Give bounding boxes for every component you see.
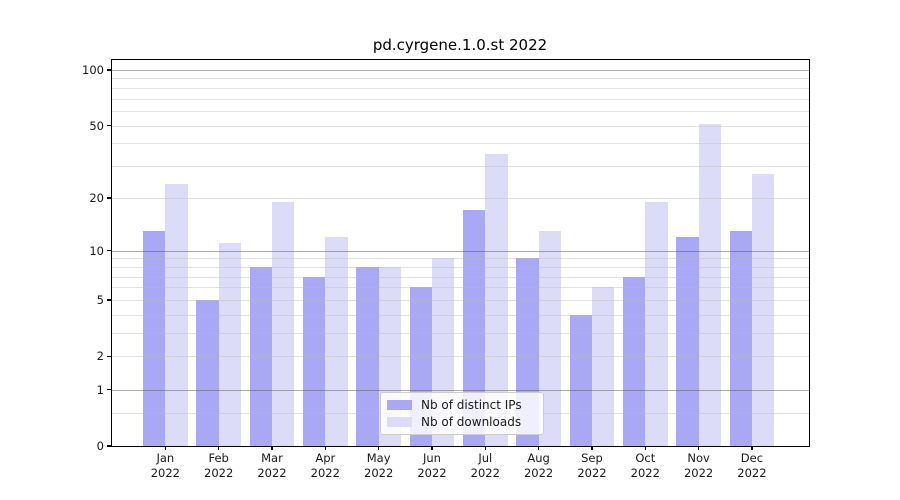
x-tick-label: Jul 2022 (470, 451, 500, 480)
plot-area (111, 59, 810, 447)
y-tick-mark (107, 299, 111, 301)
x-tick-mark (751, 446, 753, 450)
bar-ips-apr (302, 276, 326, 446)
y-tick-mark (107, 355, 111, 358)
minor-gridline (112, 258, 809, 260)
x-tick-mark (271, 446, 273, 450)
x-tick-mark (164, 446, 167, 450)
x-tick-label: Sep 2022 (577, 451, 607, 480)
legend-label: Nb of downloads (421, 415, 522, 429)
minor-gridline (112, 266, 809, 268)
bar-ips-nov (676, 236, 699, 446)
minor-gridline (112, 110, 809, 112)
minor-gridline (112, 314, 809, 316)
legend: Nb of distinct IPs Nb of downloads (380, 392, 544, 435)
x-tick-label: Nov 2022 (683, 451, 714, 480)
bar-downloads-dec (751, 174, 775, 446)
bar-downloads-jul (485, 153, 508, 446)
bar-ips-dec (729, 230, 752, 446)
x-tick-label: Mar 2022 (257, 451, 287, 480)
bar-downloads-aug (538, 230, 562, 446)
bar-downloads-mar (271, 201, 295, 446)
x-tick-mark (377, 446, 380, 450)
x-tick-mark (217, 446, 220, 450)
x-tick-label: Aug 2022 (523, 451, 554, 480)
minor-gridline (112, 287, 809, 289)
y-tick-mark (107, 445, 111, 447)
y-tick-label: 5 (96, 292, 104, 307)
x-tick-mark (431, 446, 433, 450)
bar-downloads-jan (165, 183, 188, 446)
chart-title: pd.cyrgene.1.0.st 2022 (372, 36, 548, 54)
bar-ips-jul (462, 210, 486, 446)
major-gridline (112, 69, 809, 71)
x-tick-mark (644, 446, 646, 450)
minor-gridline (112, 333, 809, 335)
x-tick-label: Dec 2022 (737, 451, 767, 480)
minor-gridline (112, 276, 809, 278)
x-tick-label: Oct 2022 (630, 451, 660, 480)
bar-downloads-apr (325, 236, 348, 446)
x-tick-mark (697, 446, 700, 450)
y-tick-label: 2 (96, 349, 104, 364)
minor-gridline (112, 78, 809, 80)
x-tick-label: May 2022 (364, 451, 394, 480)
bar-ips-may (356, 266, 379, 446)
legend-swatch-downloads (387, 417, 412, 427)
bar-downloads-nov (698, 123, 721, 446)
y-tick-label: 1 (96, 382, 104, 397)
y-tick-mark (107, 124, 111, 127)
x-tick-label: Apr 2022 (310, 451, 340, 480)
minor-gridline (112, 299, 809, 301)
minor-gridline (112, 166, 809, 168)
minor-gridline (112, 143, 809, 145)
legend-row: Nb of downloads (387, 414, 537, 430)
y-tick-mark (107, 197, 111, 199)
legend-label: Nb of distinct IPs (421, 398, 522, 412)
bar-ips-mar (249, 266, 272, 446)
legend-row: Nb of distinct IPs (387, 397, 537, 413)
bar-downloads-oct (645, 201, 668, 446)
y-tick-label: 0 (96, 439, 104, 453)
x-tick-mark (484, 446, 486, 450)
x-tick-label: Feb 2022 (204, 451, 234, 480)
y-tick-label: 10 (89, 243, 104, 258)
bar-ips-jan (142, 230, 166, 446)
y-tick-mark (107, 388, 111, 391)
minor-gridline (112, 87, 809, 89)
minor-gridline (112, 356, 809, 358)
bar-downloads-sep (591, 287, 615, 446)
x-tick-mark (537, 446, 540, 450)
minor-gridline (112, 197, 809, 199)
y-tick-label: 100 (82, 62, 104, 77)
bar-ips-feb (196, 299, 219, 446)
x-tick-mark (324, 446, 326, 450)
y-tick-label: 20 (89, 190, 104, 205)
x-tick-mark (591, 446, 593, 450)
y-tick-label: 50 (89, 118, 104, 133)
legend-swatch-distinct-ips (387, 400, 412, 410)
major-gridline (112, 389, 809, 391)
y-tick-mark (107, 249, 111, 252)
x-tick-label: Jan 2022 (150, 451, 180, 480)
bar-ips-oct (622, 276, 646, 446)
y-tick-mark (107, 69, 111, 71)
x-tick-label: Jun 2022 (417, 451, 447, 480)
bar-downloads-feb (218, 243, 242, 446)
bar-ips-sep (569, 314, 592, 446)
minor-gridline (112, 125, 809, 127)
major-gridline (112, 250, 809, 252)
minor-gridline (112, 98, 809, 100)
